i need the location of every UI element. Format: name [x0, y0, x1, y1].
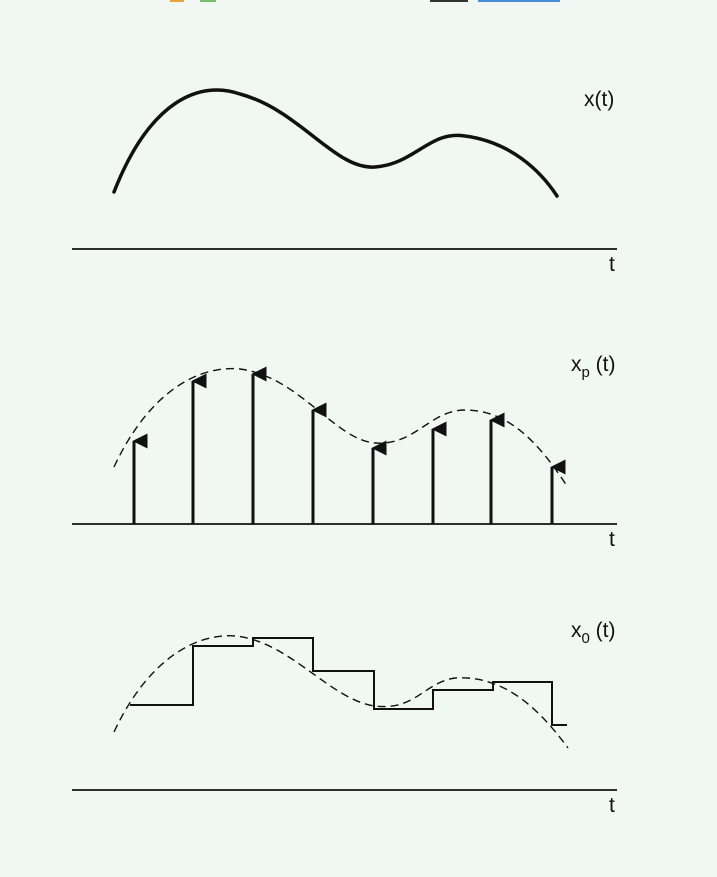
- top-edge-strip-orange: [170, 0, 184, 2]
- top-edge-strip-blue: [478, 0, 560, 2]
- staircase-hold: [130, 637, 567, 726]
- label-base: x: [571, 619, 582, 642]
- panel-impulse-sampled-signal: xp (t) t: [72, 353, 617, 551]
- top-edge-strip-green: [200, 0, 216, 2]
- hold-signal-label: x0 (t): [571, 619, 616, 647]
- time-axis-label: t: [609, 794, 615, 817]
- label-argument: (t): [590, 353, 616, 376]
- signal-label: x(t): [584, 88, 614, 111]
- sampled-signal-label: xp (t): [571, 353, 616, 381]
- signal-curve: [112, 88, 559, 198]
- original-dashed-curve: [113, 635, 569, 749]
- top-edge-strip-dark: [430, 0, 468, 2]
- label-argument: (t): [590, 619, 616, 642]
- label-subscript: p: [582, 364, 590, 381]
- envelope-dashed-curve: [113, 367, 568, 487]
- label-subscript: 0: [582, 630, 590, 647]
- impulse-train: [132, 366, 566, 524]
- panel-continuous-signal: x(t) t: [72, 88, 617, 276]
- panel-zero-order-hold: x0 (t) t: [72, 619, 617, 817]
- time-axis-label: t: [609, 528, 615, 551]
- label-base: x: [571, 353, 582, 376]
- time-axis-label: t: [609, 253, 615, 276]
